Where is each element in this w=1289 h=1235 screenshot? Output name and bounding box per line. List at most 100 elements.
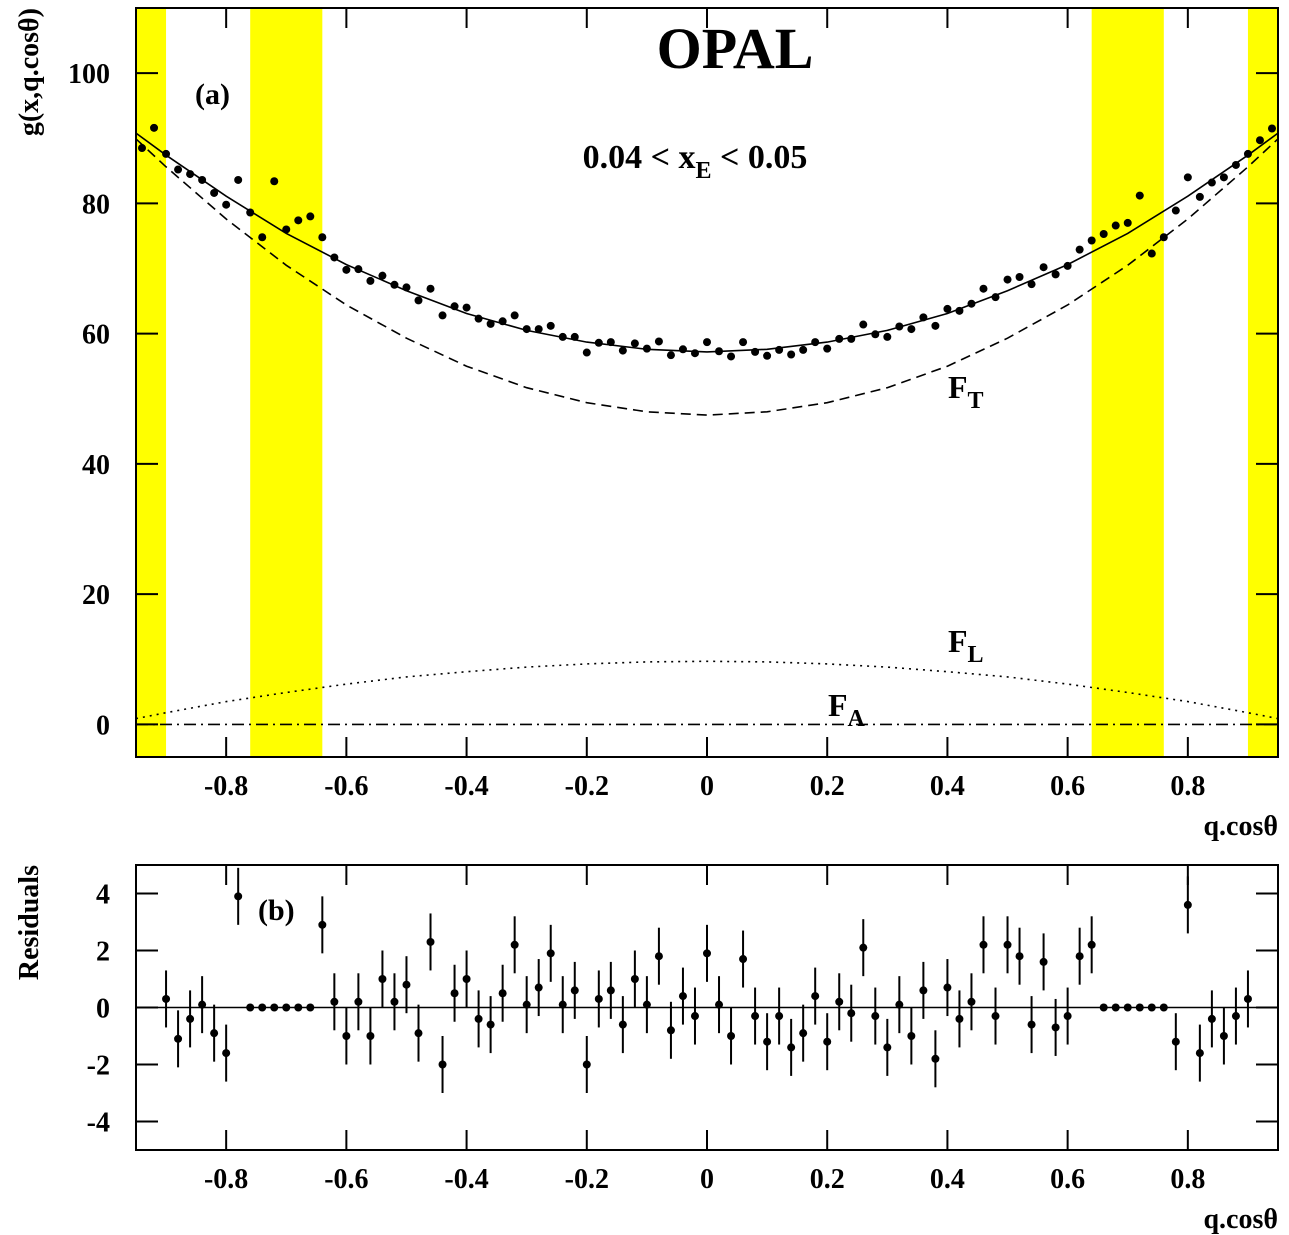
data-point xyxy=(270,177,279,186)
data-point xyxy=(258,233,267,242)
excluded-band xyxy=(1247,8,1278,757)
data-point xyxy=(991,1012,1000,1021)
x-tick-label: -0.6 xyxy=(324,771,368,802)
y-tick-label: 0 xyxy=(96,994,110,1025)
data-point xyxy=(859,943,868,952)
subtitle-tail: < 0.05 xyxy=(712,139,808,176)
data-point xyxy=(414,1029,423,1038)
data-point xyxy=(498,317,507,326)
data-point xyxy=(546,949,555,958)
subtitle-sub: E xyxy=(695,158,711,184)
data-point xyxy=(1039,263,1048,272)
y-tick-label: 100 xyxy=(68,59,110,90)
data-point xyxy=(1027,1020,1036,1029)
curve-label: FA xyxy=(828,687,866,732)
data-point xyxy=(1027,280,1036,289)
data-point xyxy=(186,1014,195,1023)
fit-curve xyxy=(135,132,1279,353)
data-point xyxy=(811,992,820,1001)
data-point xyxy=(871,330,880,339)
data-point xyxy=(654,337,663,346)
data-point xyxy=(306,1003,315,1012)
data-point xyxy=(895,1000,904,1009)
y-axis-label: g(x,q.cosθ) xyxy=(14,8,45,136)
data-point xyxy=(823,344,832,353)
y-tick-label: 20 xyxy=(82,580,110,611)
data-point xyxy=(342,1032,351,1040)
data-point xyxy=(570,986,579,995)
data-point xyxy=(426,937,435,946)
data-point xyxy=(246,1003,255,1012)
data-point xyxy=(1255,136,1264,145)
data-point xyxy=(570,332,579,341)
data-point xyxy=(366,276,375,285)
data-point xyxy=(366,1032,375,1040)
data-point xyxy=(174,165,183,174)
data-point xyxy=(763,351,772,360)
data-point xyxy=(859,320,868,329)
data-point xyxy=(306,212,315,221)
data-point xyxy=(1099,1003,1108,1012)
data-point xyxy=(967,299,976,308)
x-tick-label: -0.8 xyxy=(204,771,248,802)
data-point xyxy=(486,1020,495,1029)
data-point xyxy=(450,302,459,311)
data-point xyxy=(1135,191,1144,200)
fit-curve xyxy=(135,660,1279,720)
data-point xyxy=(438,311,447,320)
data-point xyxy=(883,1043,892,1052)
data-point xyxy=(210,1029,219,1038)
data-point xyxy=(666,1026,675,1035)
data-point xyxy=(1003,940,1012,949)
data-point xyxy=(282,225,291,234)
y-tick-label: 0 xyxy=(96,710,110,741)
data-point xyxy=(931,321,940,330)
data-point xyxy=(1015,272,1024,281)
x-axis-label: q.cosθ xyxy=(1203,811,1278,842)
y-tick-label: 4 xyxy=(96,880,110,911)
data-point xyxy=(1267,124,1276,133)
data-point xyxy=(979,284,988,293)
data-point xyxy=(955,306,964,315)
data-point xyxy=(510,940,519,949)
data-point xyxy=(606,338,615,347)
data-point xyxy=(150,123,159,132)
data-point xyxy=(510,311,519,320)
data-point xyxy=(654,952,663,961)
curve-label-sub: L xyxy=(968,642,984,668)
x-tick-label: 0 xyxy=(700,771,714,802)
data-point xyxy=(258,1003,267,1012)
data-point xyxy=(1087,236,1096,245)
data-point xyxy=(991,293,1000,302)
data-point xyxy=(402,283,411,292)
data-point xyxy=(1207,1014,1216,1023)
data-point xyxy=(1171,206,1180,215)
data-point xyxy=(1123,1003,1132,1012)
data-point xyxy=(943,983,952,992)
data-point xyxy=(1063,261,1072,270)
data-point xyxy=(811,338,820,347)
data-point xyxy=(222,200,231,209)
y-tick-label: 40 xyxy=(82,450,110,481)
data-point xyxy=(715,347,724,356)
data-point xyxy=(1111,221,1120,230)
data-point xyxy=(775,345,784,354)
data-point xyxy=(979,940,988,949)
data-point xyxy=(1087,940,1096,949)
data-point xyxy=(787,350,796,359)
data-point xyxy=(474,314,483,323)
data-point xyxy=(318,920,327,929)
data-point xyxy=(390,997,399,1006)
data-point xyxy=(703,949,711,958)
curve-label-sub: T xyxy=(968,388,984,414)
data-point xyxy=(883,332,892,341)
data-point xyxy=(1051,270,1060,279)
data-point xyxy=(282,1003,291,1012)
curve-label-text: F xyxy=(828,687,848,723)
data-point xyxy=(618,346,627,355)
data-point xyxy=(378,271,387,280)
x-tick-label: -0.6 xyxy=(324,1164,368,1195)
data-point xyxy=(835,334,844,343)
data-point xyxy=(582,348,591,357)
data-point xyxy=(342,265,351,274)
